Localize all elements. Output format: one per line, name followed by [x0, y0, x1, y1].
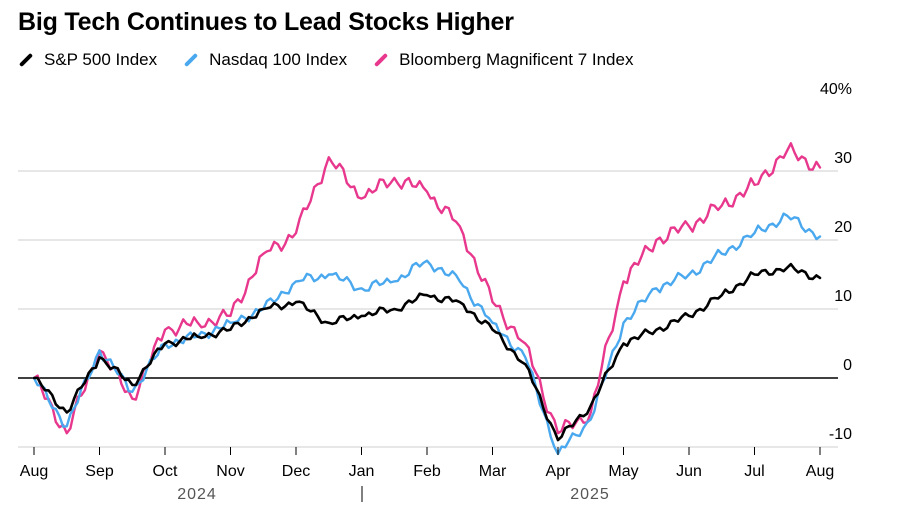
x-tick-label: Jan: [349, 463, 375, 480]
series-line-sp500: [32, 262, 822, 442]
y-tick-label: -10: [829, 426, 852, 443]
x-tick-label: Aug: [806, 463, 834, 480]
x-tick-label: Oct: [153, 463, 178, 480]
x-tick-label: Jul: [744, 463, 764, 480]
x-tick-label: Dec: [282, 463, 310, 480]
y-tick-label: 40%: [820, 81, 852, 98]
series-lines: [32, 142, 822, 456]
year-label: 2024: [177, 486, 217, 503]
y-tick-label: 0: [843, 357, 852, 374]
chart-title: Big Tech Continues to Lead Stocks Higher: [18, 8, 514, 36]
legend-label-mag7: Bloomberg Magnificent 7 Index: [399, 50, 634, 69]
legend-label-sp500: S&P 500 Index: [44, 50, 158, 69]
legend-item-sp500: S&P 500 Index: [18, 50, 157, 70]
legend: S&P 500 Index Nasdaq 100 Index Bloomberg…: [18, 50, 659, 70]
y-axis-labels: 40% 30 20 10 0 -10: [820, 81, 852, 443]
legend-item-mag7: Bloomberg Magnificent 7 Index: [373, 50, 633, 70]
series-line-mag7: [32, 142, 822, 435]
x-tick-label: Mar: [479, 463, 507, 480]
legend-item-nasdaq100: Nasdaq 100 Index: [183, 50, 347, 70]
x-axis: Aug Sep Oct Nov Dec Jan Feb Mar Apr May Jun Jul Aug 2…: [20, 447, 834, 503]
x-tick-label: Sep: [85, 463, 114, 480]
gridlines: [18, 170, 838, 448]
x-tick-label: May: [608, 463, 638, 480]
x-tick-label: Nov: [216, 463, 244, 480]
x-tick-label: Feb: [413, 463, 441, 480]
year-label: 2025: [570, 486, 610, 503]
series-line-nasdaq100: [32, 212, 822, 456]
y-tick-label: 10: [834, 288, 852, 305]
y-tick-label: 30: [834, 150, 852, 167]
x-tick-label: Jun: [676, 463, 702, 480]
legend-label-nasdaq100: Nasdaq 100 Index: [209, 50, 348, 69]
y-tick-label: 20: [834, 219, 852, 236]
x-tick-label: Aug: [20, 463, 48, 480]
x-tick-label: Apr: [546, 463, 572, 480]
